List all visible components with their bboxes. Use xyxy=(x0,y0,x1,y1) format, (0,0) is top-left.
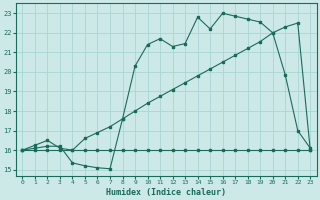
X-axis label: Humidex (Indice chaleur): Humidex (Indice chaleur) xyxy=(106,188,226,197)
